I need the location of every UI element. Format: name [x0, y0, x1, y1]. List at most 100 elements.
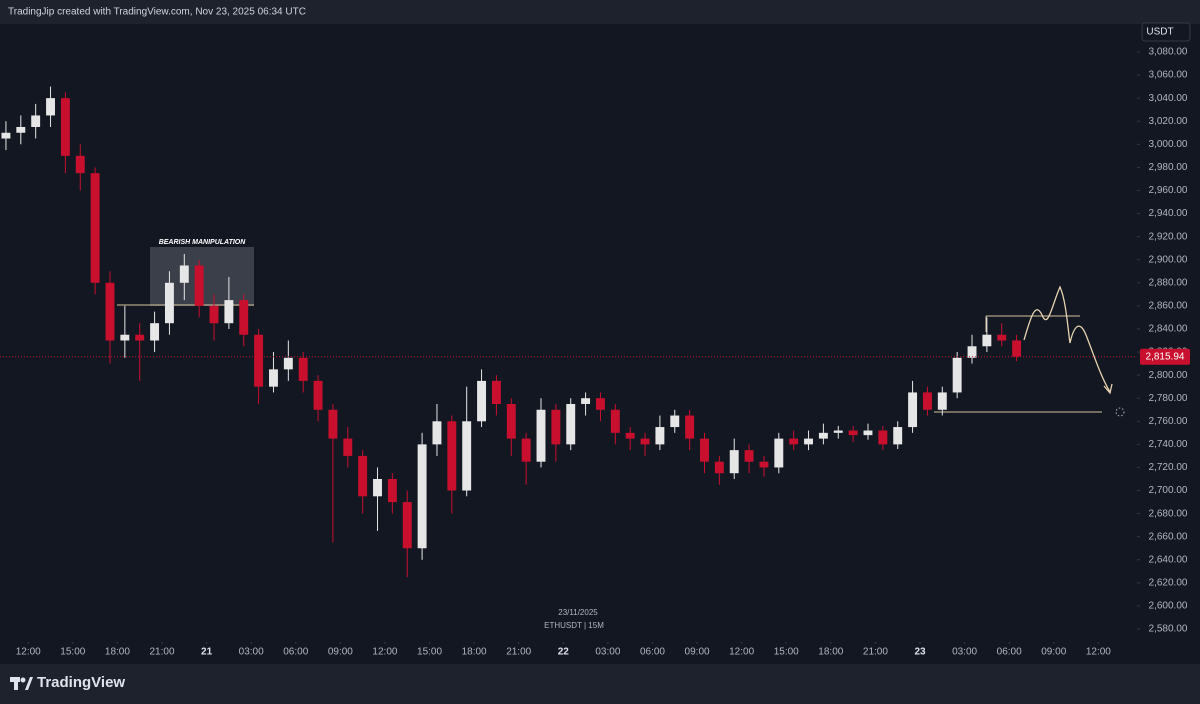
candle-body	[477, 380, 487, 422]
candle-body	[16, 126, 26, 133]
candle-body	[373, 478, 382, 497]
candle-body	[90, 173, 100, 283]
candle-body	[863, 430, 873, 436]
y-tick-label: 3,040.00	[1149, 93, 1188, 104]
candle-body	[60, 98, 70, 156]
y-tick-label: 2,980.00	[1149, 162, 1188, 173]
candle-body	[685, 415, 695, 439]
candle-body	[1012, 340, 1022, 357]
y-tick-label: 2,940.00	[1149, 208, 1188, 219]
x-tick-label: 03:00	[595, 647, 620, 658]
candle-body	[997, 334, 1007, 341]
candle-body	[194, 265, 204, 306]
candle-body	[164, 282, 174, 324]
candle-body	[31, 115, 41, 127]
x-tick-label: 15:00	[417, 647, 442, 658]
candle-body	[135, 334, 145, 341]
x-tick-label: 21:00	[863, 647, 888, 658]
candle-body	[402, 502, 412, 549]
candle-body	[922, 392, 932, 410]
candle-body	[610, 409, 620, 433]
candle-body	[774, 438, 784, 468]
x-tick-label: 15:00	[774, 647, 799, 658]
last-price-tag	[1140, 348, 1190, 365]
candle-body	[150, 323, 160, 341]
header-bar	[0, 0, 1200, 24]
candle-body	[462, 421, 472, 491]
candle-body	[239, 300, 249, 335]
candle-body	[447, 421, 457, 491]
candle-body	[283, 357, 293, 370]
candle-body	[967, 346, 977, 358]
x-tick-label: 15:00	[60, 647, 85, 658]
y-tick-label: 2,700.00	[1149, 485, 1188, 496]
x-tick-label: 18:00	[105, 647, 130, 658]
y-tick-label: 2,900.00	[1149, 254, 1188, 265]
candle-body	[417, 444, 427, 549]
y-tick-label: 3,080.00	[1149, 47, 1188, 58]
candle-body	[46, 98, 55, 116]
y-tick-label: 3,060.00	[1149, 70, 1188, 81]
y-tick-label: 3,000.00	[1149, 139, 1188, 150]
candle-body	[744, 450, 754, 462]
candle-body	[313, 380, 323, 410]
candle-body	[432, 421, 442, 445]
annotation: BEARISH MANIPULATION	[159, 239, 247, 246]
currency: USDT	[1146, 27, 1173, 38]
x-tick-label: 06:00	[997, 647, 1022, 658]
x-tick-label: 06:00	[640, 647, 665, 658]
candle-body	[269, 369, 278, 387]
candle-body	[105, 282, 115, 341]
candle-body	[937, 392, 947, 410]
candle-body	[506, 403, 516, 439]
candle-body	[387, 478, 397, 503]
candle-body	[566, 403, 576, 445]
candle-body	[343, 438, 353, 456]
symbol-label: ETHUSDT | 15M	[544, 621, 604, 630]
candle-body	[625, 432, 635, 439]
candle-body	[1, 132, 11, 139]
projection-arrow	[1103, 383, 1113, 395]
y-tick-label: 2,620.00	[1149, 578, 1188, 589]
candle-body	[358, 455, 368, 497]
candle-body	[254, 334, 264, 387]
last-price-label: 2,815.94	[1146, 351, 1185, 362]
x-tick-label: 06:00	[283, 647, 308, 658]
candle-body	[729, 450, 739, 474]
x-tick-label: 23	[914, 647, 926, 658]
candle-body	[789, 438, 799, 445]
y-tick-label: 2,880.00	[1149, 277, 1188, 288]
candle-body	[120, 334, 130, 341]
x-tick-label: 03:00	[952, 647, 977, 658]
x-tick-label: 09:00	[328, 647, 353, 658]
candle-body	[700, 438, 709, 462]
candle-body	[982, 334, 992, 347]
candle-body	[595, 398, 605, 410]
y-tick-label: 2,740.00	[1149, 439, 1188, 450]
candle-body	[536, 409, 546, 462]
candle-body	[640, 438, 650, 445]
y-tick-label: 2,680.00	[1149, 508, 1188, 519]
loading-icon	[1115, 407, 1125, 417]
x-tick-label: 21	[201, 647, 213, 658]
y-tick-label: 2,600.00	[1149, 601, 1188, 612]
projection-path	[1023, 285, 1111, 393]
date-label: 23/11/2025	[558, 608, 598, 617]
candle-body	[209, 305, 219, 324]
y-tick-label: 2,960.00	[1149, 185, 1188, 196]
x-tick-label: 03:00	[239, 647, 264, 658]
candle-body	[818, 432, 828, 439]
candle-body	[491, 380, 501, 404]
y-tick-label: 2,800.00	[1149, 370, 1188, 381]
y-tick-label: 2,640.00	[1149, 554, 1188, 565]
y-tick-label: 2,580.00	[1149, 624, 1188, 635]
x-tick-label: 18:00	[462, 647, 487, 658]
x-tick-label: 09:00	[685, 647, 710, 658]
y-tick-label: 2,860.00	[1149, 301, 1188, 312]
x-tick-label: 12:00	[1086, 647, 1111, 658]
candle-body	[75, 155, 85, 174]
y-tick-label: 2,920.00	[1149, 231, 1188, 242]
